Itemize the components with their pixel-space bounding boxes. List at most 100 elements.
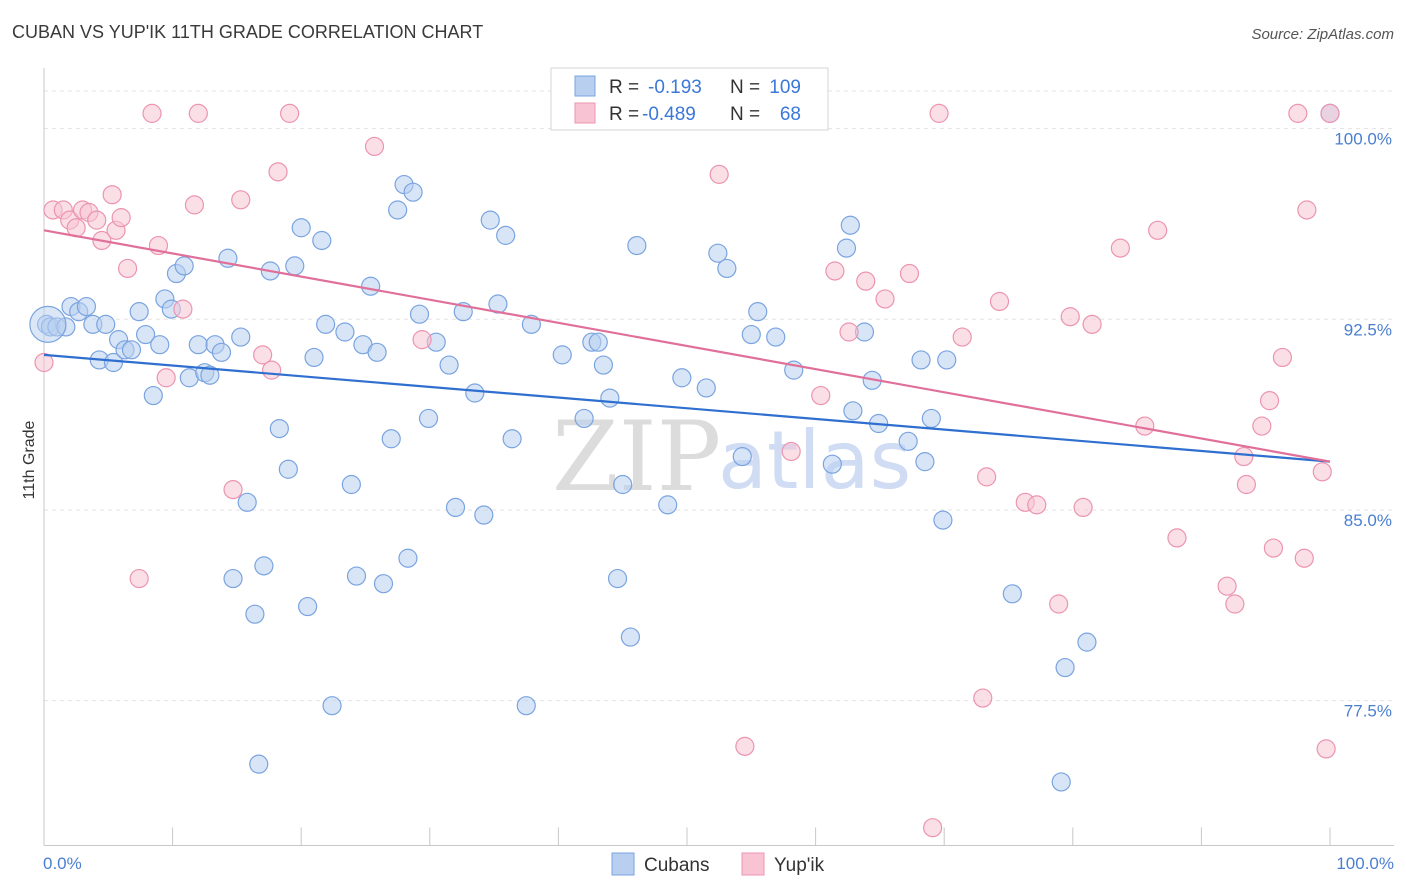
legend-r-value-cubans: -0.193 xyxy=(648,77,702,98)
point-cubans xyxy=(937,350,957,370)
point-cubans xyxy=(588,332,608,352)
point-yupik xyxy=(923,818,943,838)
point-yupik xyxy=(929,103,949,123)
point-yupik xyxy=(253,345,273,365)
point-yupik xyxy=(1135,416,1155,436)
point-cubans xyxy=(658,495,678,515)
point-cubans xyxy=(174,256,194,276)
point-cubans xyxy=(613,474,633,495)
point-yupik xyxy=(223,480,243,500)
point-yupik xyxy=(1263,538,1284,558)
point-yupik xyxy=(875,289,895,309)
y-tick-label: 85.0% xyxy=(1344,511,1392,530)
point-yupik xyxy=(129,568,149,589)
point-yupik xyxy=(1272,347,1293,368)
point-cubans xyxy=(398,548,418,568)
point-cubans xyxy=(245,604,265,624)
point-cubans xyxy=(312,230,332,251)
point-cubans xyxy=(1055,657,1075,678)
point-cubans xyxy=(223,568,243,589)
axes xyxy=(43,68,1394,846)
point-yupik xyxy=(184,195,205,215)
point-cubans xyxy=(574,408,594,429)
point-cubans xyxy=(403,182,423,202)
point-cubans xyxy=(188,335,208,355)
legend-n-label-yupik: N = xyxy=(730,104,760,125)
point-yupik xyxy=(856,271,876,291)
point-yupik xyxy=(412,330,432,350)
point-yupik xyxy=(1082,314,1102,334)
point-cubans xyxy=(291,218,311,238)
point-cubans xyxy=(135,324,156,345)
y-axis-label: 11th Grade xyxy=(21,420,38,499)
point-cubans xyxy=(474,505,494,525)
point-yupik xyxy=(1148,220,1168,240)
point-cubans xyxy=(822,454,842,474)
point-cubans xyxy=(322,696,342,716)
point-cubans xyxy=(278,459,298,479)
trend-line-yupik xyxy=(43,229,1331,463)
point-cubans xyxy=(627,235,647,256)
point-cubans xyxy=(304,347,324,368)
point-yupik xyxy=(977,467,997,487)
point-yupik xyxy=(825,261,845,281)
point-cubans xyxy=(843,401,863,421)
point-cubans xyxy=(593,355,614,375)
point-cubans xyxy=(335,322,355,342)
point-yupik xyxy=(781,441,801,462)
point-cubans xyxy=(502,429,522,449)
point-cubans xyxy=(409,304,430,324)
trend-line-cubans xyxy=(43,353,1331,463)
point-cubans xyxy=(96,314,116,334)
point-yupik xyxy=(1225,594,1245,614)
point-cubans xyxy=(836,238,857,258)
y-tick-label: 100.0% xyxy=(1334,130,1392,149)
point-yupik xyxy=(1320,103,1340,123)
legend-n-label-cubans: N = xyxy=(730,77,760,98)
point-cubans xyxy=(237,492,257,512)
point-cubans xyxy=(672,368,692,388)
point-cubans xyxy=(717,258,737,279)
point-cubans xyxy=(496,225,516,245)
point-yupik xyxy=(973,688,993,708)
point-cubans xyxy=(741,324,761,345)
point-cubans xyxy=(465,383,485,403)
point-yupik xyxy=(268,162,288,182)
bottom-legend-swatch-cubans xyxy=(611,852,635,876)
legend-r-value-yupik: -0.489 xyxy=(642,104,696,125)
point-yupik xyxy=(735,736,755,756)
point-cubans xyxy=(445,497,466,518)
point-cubans xyxy=(231,327,251,347)
legend-swatch-yupik xyxy=(574,102,596,124)
y-tick-labels: 100.0% 92.5% 85.0% 77.5% xyxy=(1334,130,1392,721)
point-cubans xyxy=(600,388,620,408)
y-tick-label: 92.5% xyxy=(1344,320,1392,339)
point-cubans xyxy=(121,340,142,360)
point-cubans xyxy=(381,429,401,449)
point-cubans xyxy=(249,754,269,774)
point-cubans xyxy=(388,200,408,220)
legend-r-label-yupik: R = xyxy=(609,104,639,125)
point-cubans xyxy=(211,342,232,362)
point-cubans xyxy=(933,510,953,530)
point-cubans xyxy=(143,385,163,406)
point-yupik xyxy=(1297,200,1317,220)
legend-swatch-cubans xyxy=(574,75,596,97)
point-yupik xyxy=(173,299,193,319)
point-yupik xyxy=(1252,416,1272,436)
point-cubans-large xyxy=(29,305,67,343)
point-yupik xyxy=(1259,391,1280,411)
point-cubans xyxy=(898,431,918,451)
point-cubans xyxy=(150,335,170,355)
point-yupik xyxy=(102,185,122,205)
series-yupik-points xyxy=(34,103,1340,838)
point-cubans xyxy=(1051,772,1071,792)
point-yupik xyxy=(1167,528,1187,548)
point-yupik xyxy=(1234,446,1254,467)
point-cubans xyxy=(285,256,305,276)
point-cubans xyxy=(1002,584,1022,604)
point-cubans xyxy=(361,276,381,296)
point-yupik xyxy=(1027,495,1047,515)
point-cubans xyxy=(840,215,860,235)
point-cubans xyxy=(254,556,274,576)
